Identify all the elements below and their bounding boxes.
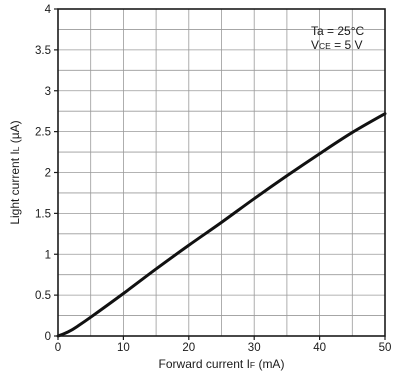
vce-annotation-subscript: CE bbox=[319, 41, 331, 51]
y-tick-label: 3 bbox=[45, 86, 51, 98]
x-axis-label-subscript: F bbox=[250, 360, 255, 370]
y-tick-label: 3.5 bbox=[35, 45, 51, 57]
y-axis-label-main: Light current I bbox=[8, 151, 22, 224]
x-tick-label: 0 bbox=[55, 342, 61, 354]
y-tick-label: 2 bbox=[45, 168, 51, 180]
y-tick-label: 0 bbox=[45, 331, 51, 343]
y-tick-label: 2.5 bbox=[35, 127, 51, 139]
grid-lines bbox=[58, 9, 385, 336]
x-tick-label: 10 bbox=[117, 342, 130, 354]
x-axis-label: Forward current IF (mA) bbox=[159, 357, 285, 371]
y-tick-label: 4 bbox=[45, 4, 52, 16]
x-tick-label: 40 bbox=[313, 342, 326, 354]
x-tick-label: 20 bbox=[182, 342, 195, 354]
y-tick-label: 1.5 bbox=[35, 208, 51, 220]
x-axis-label-unit: (mA) bbox=[255, 357, 284, 371]
x-tick-label: 50 bbox=[379, 342, 392, 354]
series-line-0 bbox=[56, 112, 387, 338]
series-layer bbox=[56, 112, 387, 338]
y-axis-label-subscript: L bbox=[11, 146, 21, 151]
y-axis-label-unit: (µA) bbox=[8, 120, 22, 146]
x-axis-label-main: Forward current I bbox=[159, 357, 250, 371]
vce-annotation-main: V bbox=[311, 38, 319, 52]
y-tick-label: 0.5 bbox=[35, 290, 51, 302]
y-axis-label: Light current IL (µA) bbox=[8, 120, 22, 224]
x-tick-label: 30 bbox=[248, 342, 261, 354]
tick-labels: 0 10 20 30 40 50 0 0.5 1 1.5 2 2.5 3 3.5 4 bbox=[35, 4, 391, 354]
vce-annotation: VCE = 5 V bbox=[311, 38, 363, 52]
vce-annotation-value: = 5 V bbox=[331, 38, 363, 52]
temperature-annotation: Ta = 25°C bbox=[311, 24, 364, 38]
y-tick-label: 1 bbox=[45, 249, 51, 261]
